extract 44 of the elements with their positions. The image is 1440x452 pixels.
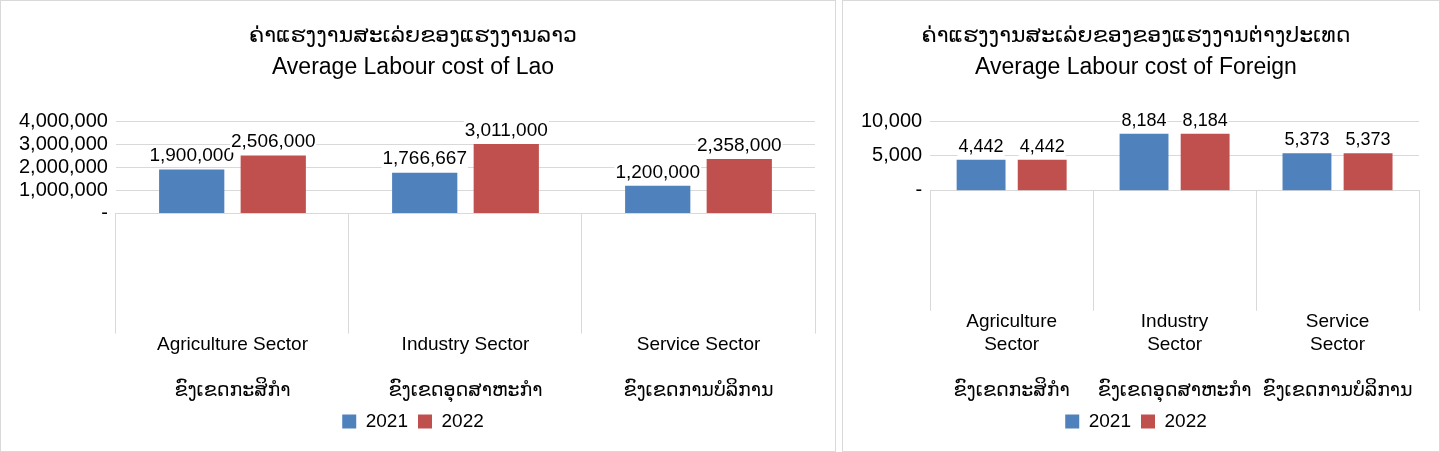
bar (159, 169, 225, 214)
bar (956, 159, 1006, 191)
y-tick-label: 10,000 (861, 108, 923, 131)
data-label: 5,373 (1284, 129, 1330, 150)
y-tick-label: 2,000,000 (18, 154, 108, 177)
legend-label: 2022 (441, 409, 484, 431)
data-label: 2,358,000 (697, 133, 782, 155)
bar (1343, 153, 1393, 191)
chart-subtitle: Average Labour cost of Lao (271, 52, 555, 79)
data-label: 8,184 (1121, 109, 1167, 130)
y-tick-label: 4,000,000 (18, 108, 108, 131)
chart-title: ຄ່າແຮງງານສະເລ່ຍຂອງຂອງແຮງງານຕ່າງປະເທດ (921, 22, 1351, 48)
category-label: Service Sector ຂົງເຂດການບໍລິການ (623, 333, 774, 400)
category-label: Industry Sector ຂົງເຂດອຸດສາຫະກຳ (388, 333, 543, 400)
bar (392, 172, 458, 214)
data-label: 3,011,000 (464, 118, 548, 140)
legend-label: 2021 (365, 409, 409, 431)
legend-label: 2021 (1088, 409, 1132, 431)
bar (1282, 153, 1332, 191)
chart-title: ຄ່າແຮງງານສະເລ່ຍຂອງແຮງງານລາວ (249, 22, 577, 48)
data-label: 8,184 (1182, 109, 1228, 130)
y-tick-label: 3,000,000 (18, 131, 108, 154)
category-label: Industry Sector ຂົງເຂດອຸດສາຫະກຳ (1097, 310, 1252, 400)
bar (1180, 133, 1230, 191)
data-label: 2,506,000 (230, 130, 316, 152)
data-label: 4,442 (1019, 135, 1065, 156)
y-tick-label: 5,000 (872, 143, 923, 166)
legend-label: 2022 (1164, 409, 1207, 431)
bar (1119, 133, 1169, 191)
data-label: 1,766,667 (382, 147, 467, 169)
category-label: Service Sector ຂົງເຂດການບໍລິການ (1262, 310, 1413, 400)
data-label: 5,373 (1345, 129, 1391, 150)
category-label: Agriculture Sector ຂົງເຂດກະສິກຳ (156, 333, 308, 400)
y-tick-label: - (101, 201, 108, 224)
bar (706, 159, 772, 214)
y-tick-label: - (915, 178, 923, 201)
category-label: Agriculture Sector ຂົງເຂດກະສິກຳ (953, 310, 1070, 400)
bar (1017, 159, 1067, 191)
chart-subtitle: Average Labour cost of Foreign (975, 52, 1297, 79)
bar (473, 143, 539, 214)
bar (625, 185, 691, 214)
data-label: 1,200,000 (615, 160, 700, 182)
data-label: 4,442 (958, 135, 1004, 156)
y-tick-label: 1,000,000 (18, 177, 108, 200)
